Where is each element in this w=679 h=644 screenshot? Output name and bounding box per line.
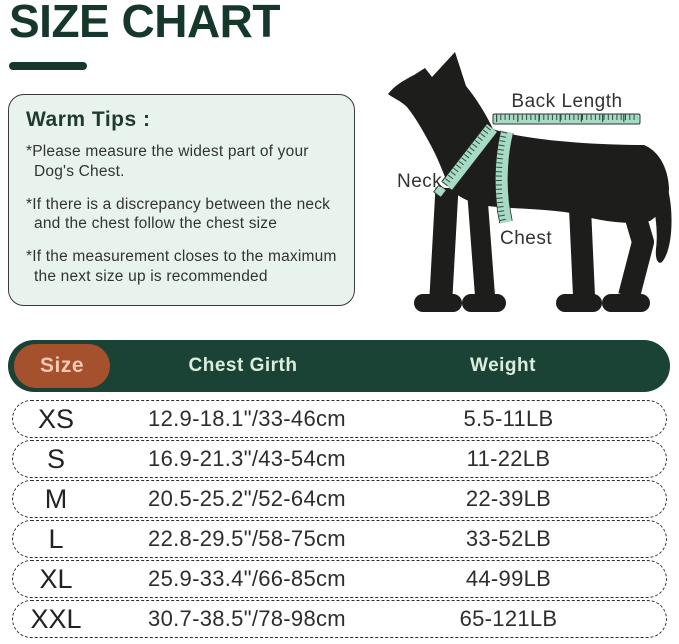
chest-girth-header: Chest Girth [188, 355, 298, 376]
size-cell: L [48, 523, 64, 554]
weight-header: Weight [470, 355, 536, 376]
table-row: L 22.8-29.5"/58-75cm 33-52LB [12, 520, 667, 558]
weight-cell: 11-22LB [466, 446, 551, 471]
table-row: XL 25.9-33.4"/66-85cm 44-99LB [12, 560, 667, 598]
title-underline [9, 62, 87, 70]
weight-cell: 33-52LB [465, 526, 552, 551]
warm-tip: *If the measurement closes to the maximu… [26, 248, 337, 286]
size-header-pill: Size [14, 344, 110, 388]
chest-girth-cell: 20.5-25.2"/52-64cm [148, 486, 346, 511]
chest-girth-cell: 16.9-21.3"/43-54cm [148, 446, 346, 471]
size-cell: S [46, 443, 65, 474]
table-row: XXL 30.7-38.5"/78-98cm 65-121LB [12, 600, 667, 638]
chest-girth-cell: 12.9-18.1"/33-46cm [148, 406, 346, 431]
chest-label: Chest [500, 228, 552, 249]
size-cell: XXL [30, 603, 82, 634]
size-table: XS 12.9-18.1"/33-46cm 5.5-11LB S 16.9-21… [12, 400, 667, 640]
weight-cell: 5.5-11LB [463, 406, 554, 431]
table-row: XS 12.9-18.1"/33-46cm 5.5-11LB [12, 400, 667, 438]
warm-tips-heading: Warm Tips : [26, 108, 151, 131]
page-title: SIZE CHART [9, 0, 281, 47]
weight-cell: 65-121LB [459, 606, 558, 631]
dog-tail [640, 146, 672, 263]
neck-tape [433, 123, 498, 198]
table-row: M 20.5-25.2"/52-64cm 22-39LB [12, 480, 667, 518]
table-header: Size Chest Girth Weight [8, 340, 670, 392]
chest-girth-cell: 25.9-33.4"/66-85cm [148, 566, 346, 591]
warm-tip: *If there is a discrepancy between the n… [26, 195, 331, 233]
size-cell: M [44, 483, 68, 514]
size-cell: XS [37, 403, 75, 434]
weight-cell: 44-99LB [465, 566, 552, 591]
warm-tip: *Please measure the widest part of your … [26, 143, 309, 180]
weight-cell: 22-39LB [465, 486, 552, 511]
chest-tape [494, 130, 514, 224]
chest-girth-cell: 30.7-38.5"/78-98cm [148, 606, 346, 631]
back-length-label: Back Length [511, 91, 622, 112]
neck-label: Neck [397, 171, 442, 192]
warm-tips-box: Warm Tips : *Please measure the widest p… [8, 94, 355, 306]
back-length-ruler [492, 113, 641, 125]
chest-girth-cell: 22.8-29.5"/58-75cm [148, 526, 346, 551]
size-cell: XL [39, 563, 73, 594]
dog-measurement-diagram: Back Length Neck Chest [388, 52, 672, 312]
table-row: S 16.9-21.3"/43-54cm 11-22LB [12, 440, 667, 478]
